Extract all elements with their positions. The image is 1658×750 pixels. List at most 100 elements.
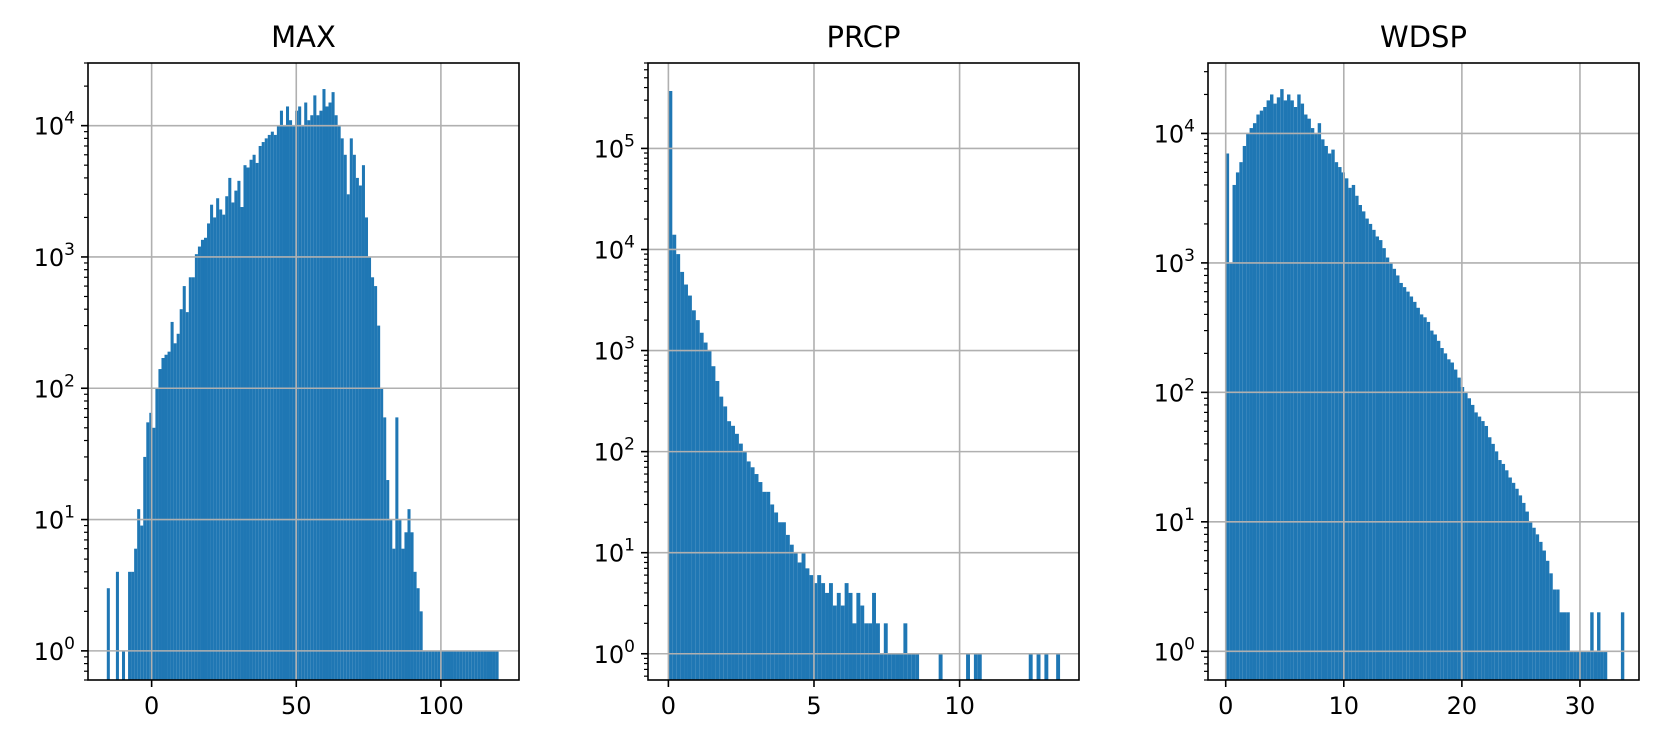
histogram-bar xyxy=(1620,612,1625,680)
histogram-bar xyxy=(1256,114,1260,680)
histogram-bar xyxy=(474,650,478,680)
y-tick-label: 104 xyxy=(1154,116,1195,148)
histogram-bar xyxy=(249,159,253,680)
histogram-bar xyxy=(1229,262,1233,680)
histogram-bar xyxy=(465,650,469,680)
histogram-bar xyxy=(1036,653,1041,680)
histogram-bar xyxy=(219,209,223,680)
subplot-title: PRCP xyxy=(827,20,901,54)
histogram-bar xyxy=(334,115,338,680)
histogram-bar xyxy=(1576,651,1581,680)
histogram-bar xyxy=(337,125,341,680)
histogram-bar xyxy=(319,110,323,680)
histogram-bar xyxy=(750,467,755,680)
histogram-bar xyxy=(1573,651,1577,680)
histogram-bar xyxy=(307,120,311,680)
histogram-bar xyxy=(346,194,350,680)
histogram-bar xyxy=(860,605,865,680)
histogram-bar xyxy=(1416,307,1420,680)
histogram-bar xyxy=(1283,100,1288,680)
histogram-bar xyxy=(492,650,496,680)
histogram-bar xyxy=(1396,275,1400,680)
histogram-bar xyxy=(304,102,308,680)
histogram-bar xyxy=(194,254,198,680)
histogram-bar xyxy=(1358,205,1362,680)
histogram-bar xyxy=(1232,184,1236,680)
histogram-bar xyxy=(1484,425,1489,680)
histogram-bar xyxy=(856,592,861,680)
histogram-bar xyxy=(322,89,326,680)
histogram-bar xyxy=(1590,612,1594,680)
histogram-bar xyxy=(793,552,798,680)
y-tick-label: 104 xyxy=(34,109,75,141)
subplot-title: MAX xyxy=(271,20,336,54)
histogram-bar xyxy=(1252,123,1257,680)
histogram-bar xyxy=(1501,463,1506,680)
bars xyxy=(1225,89,1625,680)
histogram-bar xyxy=(848,592,853,680)
histogram-bar xyxy=(1515,488,1519,680)
histogram-bar xyxy=(431,650,435,680)
histogram-bar xyxy=(1511,482,1516,680)
x-tick-label: 10 xyxy=(1329,692,1360,720)
y-tick-label: 105 xyxy=(594,131,635,163)
histogram-bar xyxy=(188,277,192,680)
histogram-bar xyxy=(1522,502,1526,680)
histogram-bar xyxy=(1488,437,1492,680)
histogram-bar xyxy=(252,154,256,680)
histogram-bar xyxy=(832,605,837,680)
histogram-bar xyxy=(404,532,408,680)
histogram-bar xyxy=(425,650,429,680)
histogram-bar xyxy=(707,350,712,680)
histogram-bar xyxy=(809,575,814,680)
histogram-bar xyxy=(495,650,499,680)
x-tick-label: 0 xyxy=(661,692,676,720)
histogram-bar xyxy=(371,277,375,680)
histogram-bar xyxy=(131,571,135,680)
histogram-bar xyxy=(1385,257,1390,680)
histogram-bar xyxy=(875,623,880,680)
histogram-bar xyxy=(1556,589,1560,680)
histogram-bar xyxy=(840,605,845,680)
histogram-bar xyxy=(1225,153,1230,680)
histogram-bar xyxy=(1239,162,1243,680)
histogram-bar xyxy=(143,456,147,680)
histogram-bar xyxy=(282,125,286,680)
histogram-bar xyxy=(899,653,904,680)
histogram-bar xyxy=(395,417,399,680)
histogram-bar xyxy=(255,162,259,680)
histogram-bar xyxy=(879,653,884,680)
histogram-bar xyxy=(231,202,235,680)
histogram-bar xyxy=(374,286,378,680)
histogram-bar xyxy=(687,295,692,680)
histogram-bar xyxy=(691,310,696,680)
histogram-bar xyxy=(1409,296,1414,680)
histogram-bar xyxy=(966,653,970,680)
histogram-bar xyxy=(416,588,420,680)
y-tick-label: 102 xyxy=(594,435,635,467)
histogram-bar xyxy=(486,650,490,680)
histogram-bar xyxy=(267,134,271,680)
histogram-bar xyxy=(1321,139,1325,680)
histogram-bar xyxy=(1266,100,1270,680)
histogram-bar xyxy=(450,650,454,680)
histogram-bar xyxy=(328,102,332,680)
histogram-bar xyxy=(781,522,786,680)
histogram-bar xyxy=(778,522,782,680)
x-tick-label: 0 xyxy=(144,692,159,720)
y-tick-label: 101 xyxy=(594,536,635,568)
histogram-bar xyxy=(419,611,423,680)
histogram-bar xyxy=(203,237,208,680)
histogram-bar xyxy=(331,92,335,680)
histogram-bar xyxy=(742,451,747,680)
x-tick-label: 100 xyxy=(418,692,464,720)
axes-frame xyxy=(1207,62,1640,681)
histogram-bar xyxy=(1542,550,1546,680)
histogram-bar xyxy=(237,180,241,680)
histogram-bar xyxy=(797,562,802,680)
histogram-bar xyxy=(1491,443,1495,680)
histogram-bar xyxy=(1327,153,1332,680)
histogram-bar xyxy=(1498,460,1502,680)
histogram-bar xyxy=(1603,651,1608,680)
histogram-bar xyxy=(462,650,466,680)
